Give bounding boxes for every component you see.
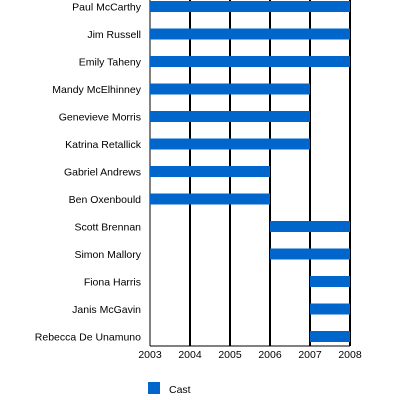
bar-emily-taheny <box>150 56 350 67</box>
bar-janis-mcgavin <box>310 303 350 315</box>
bar-mandy-mcelhinney <box>150 83 310 95</box>
bar-rebecca-de-unamuno <box>310 331 350 342</box>
bar-paul-mccarthy <box>150 1 350 12</box>
bar-katrina-retallick <box>150 138 310 150</box>
category-label: Fiona Harris <box>84 277 141 289</box>
category-label: Emily Taheny <box>79 57 142 69</box>
x-tick-label: 2005 <box>218 349 242 361</box>
x-tick-label: 2004 <box>178 349 202 361</box>
bars <box>150 1 350 342</box>
category-label: Gabriel Andrews <box>64 167 141 179</box>
category-label: Rebecca De Unamuno <box>35 332 141 344</box>
category-label: Ben Oxenbould <box>69 194 142 206</box>
bar-simon-mallory <box>270 248 350 260</box>
category-label: Katrina Retallick <box>65 139 142 151</box>
category-label: Simon Mallory <box>74 249 141 261</box>
legend-swatch <box>148 382 160 394</box>
bar-fiona-harris <box>310 276 350 287</box>
category-label: Paul McCarthy <box>72 2 142 14</box>
bar-gabriel-andrews <box>150 166 270 177</box>
x-tick-label: 2003 <box>138 349 162 361</box>
category-label: Scott Brennan <box>74 222 141 234</box>
bar-ben-oxenbould <box>150 193 270 205</box>
bar-scott-brennan <box>270 221 350 232</box>
x-tick-labels: 2003 2004 2005 2006 2007 2008 <box>138 349 362 361</box>
x-tick-label: 2006 <box>258 349 282 361</box>
category-label: Genevieve Morris <box>59 112 141 124</box>
legend-label: Cast <box>169 384 191 396</box>
bar-genevieve-morris <box>150 111 310 122</box>
legend: Cast <box>148 382 191 396</box>
category-label: Jim Russell <box>87 29 141 41</box>
category-labels: Paul McCarthy Jim Russell Emily Taheny Mand… <box>35 2 142 344</box>
bar-jim-russell <box>150 28 350 40</box>
x-tick-label: 2008 <box>338 349 362 361</box>
x-tick-label: 2007 <box>298 349 322 361</box>
category-label: Mandy McElhinney <box>52 84 141 96</box>
category-label: Janis McGavin <box>72 304 141 316</box>
